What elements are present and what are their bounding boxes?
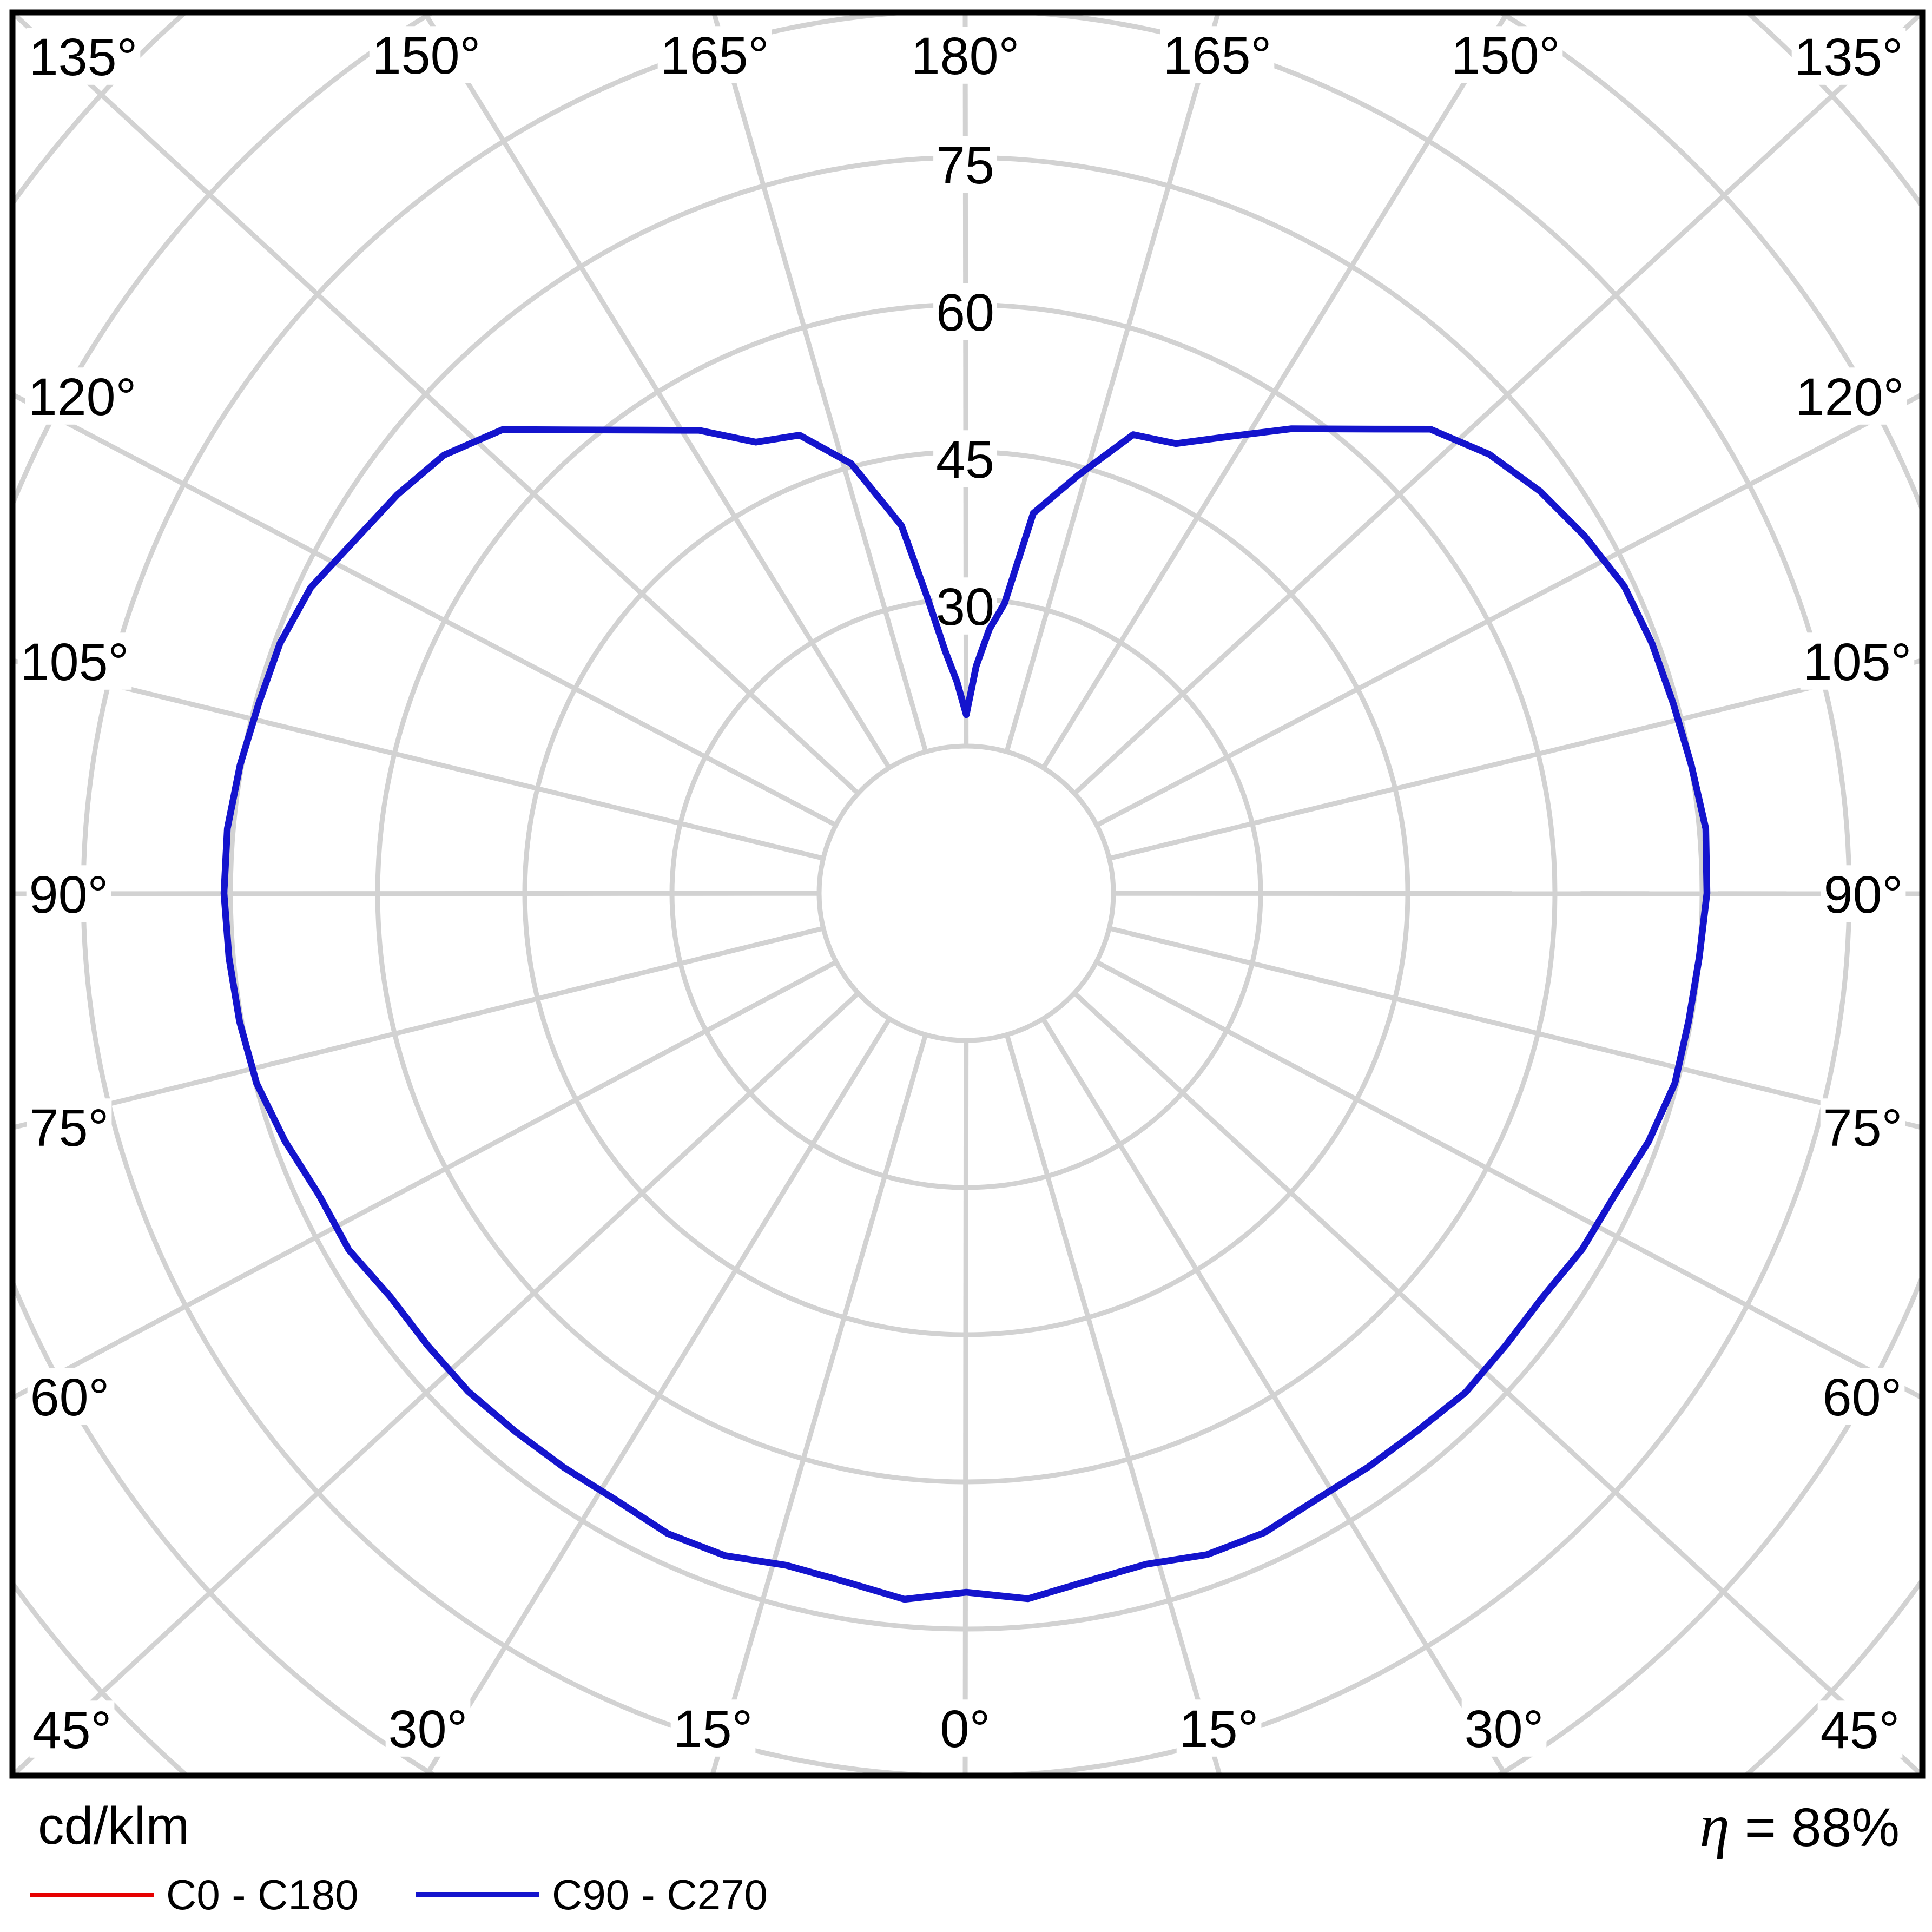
svg-text:C0 - C180: C0 - C180 <box>166 1871 359 1918</box>
svg-text:90°: 90° <box>1824 865 1903 924</box>
svg-text:135°: 135° <box>29 28 138 87</box>
svg-text:75°: 75° <box>30 1098 109 1157</box>
svg-text:60°: 60° <box>1823 1368 1902 1427</box>
svg-text:105°: 105° <box>21 632 129 691</box>
svg-text:165°: 165° <box>1163 26 1272 85</box>
svg-text:15°: 15° <box>674 1699 753 1758</box>
svg-text:0°: 0° <box>940 1699 991 1758</box>
svg-text:15°: 15° <box>1179 1699 1259 1758</box>
svg-text:150°: 150° <box>1452 26 1560 85</box>
svg-text:45: 45 <box>936 430 994 489</box>
svg-text:60°: 60° <box>30 1368 110 1427</box>
svg-text:105°: 105° <box>1803 632 1912 691</box>
svg-text:30°: 30° <box>1465 1699 1544 1758</box>
svg-text:180°: 180° <box>911 27 1020 85</box>
svg-text:60: 60 <box>936 283 994 342</box>
svg-text:165°: 165° <box>661 26 769 85</box>
svg-text:45°: 45° <box>1821 1700 1900 1759</box>
svg-text:75: 75 <box>936 136 994 195</box>
svg-text:30: 30 <box>936 577 994 636</box>
svg-text:135°: 135° <box>1795 28 1903 87</box>
svg-text:C90 - C270: C90 - C270 <box>552 1871 768 1918</box>
svg-text:120°: 120° <box>28 367 137 426</box>
svg-text:45°: 45° <box>32 1700 112 1759</box>
svg-text:cd/klm: cd/klm <box>38 1796 189 1855</box>
svg-text:η = 88%: η = 88% <box>1699 1792 1900 1860</box>
svg-text:150°: 150° <box>372 26 481 85</box>
svg-text:30°: 30° <box>388 1699 468 1758</box>
svg-text:75°: 75° <box>1823 1098 1903 1157</box>
svg-text:90°: 90° <box>29 865 109 924</box>
svg-text:120°: 120° <box>1796 367 1904 426</box>
